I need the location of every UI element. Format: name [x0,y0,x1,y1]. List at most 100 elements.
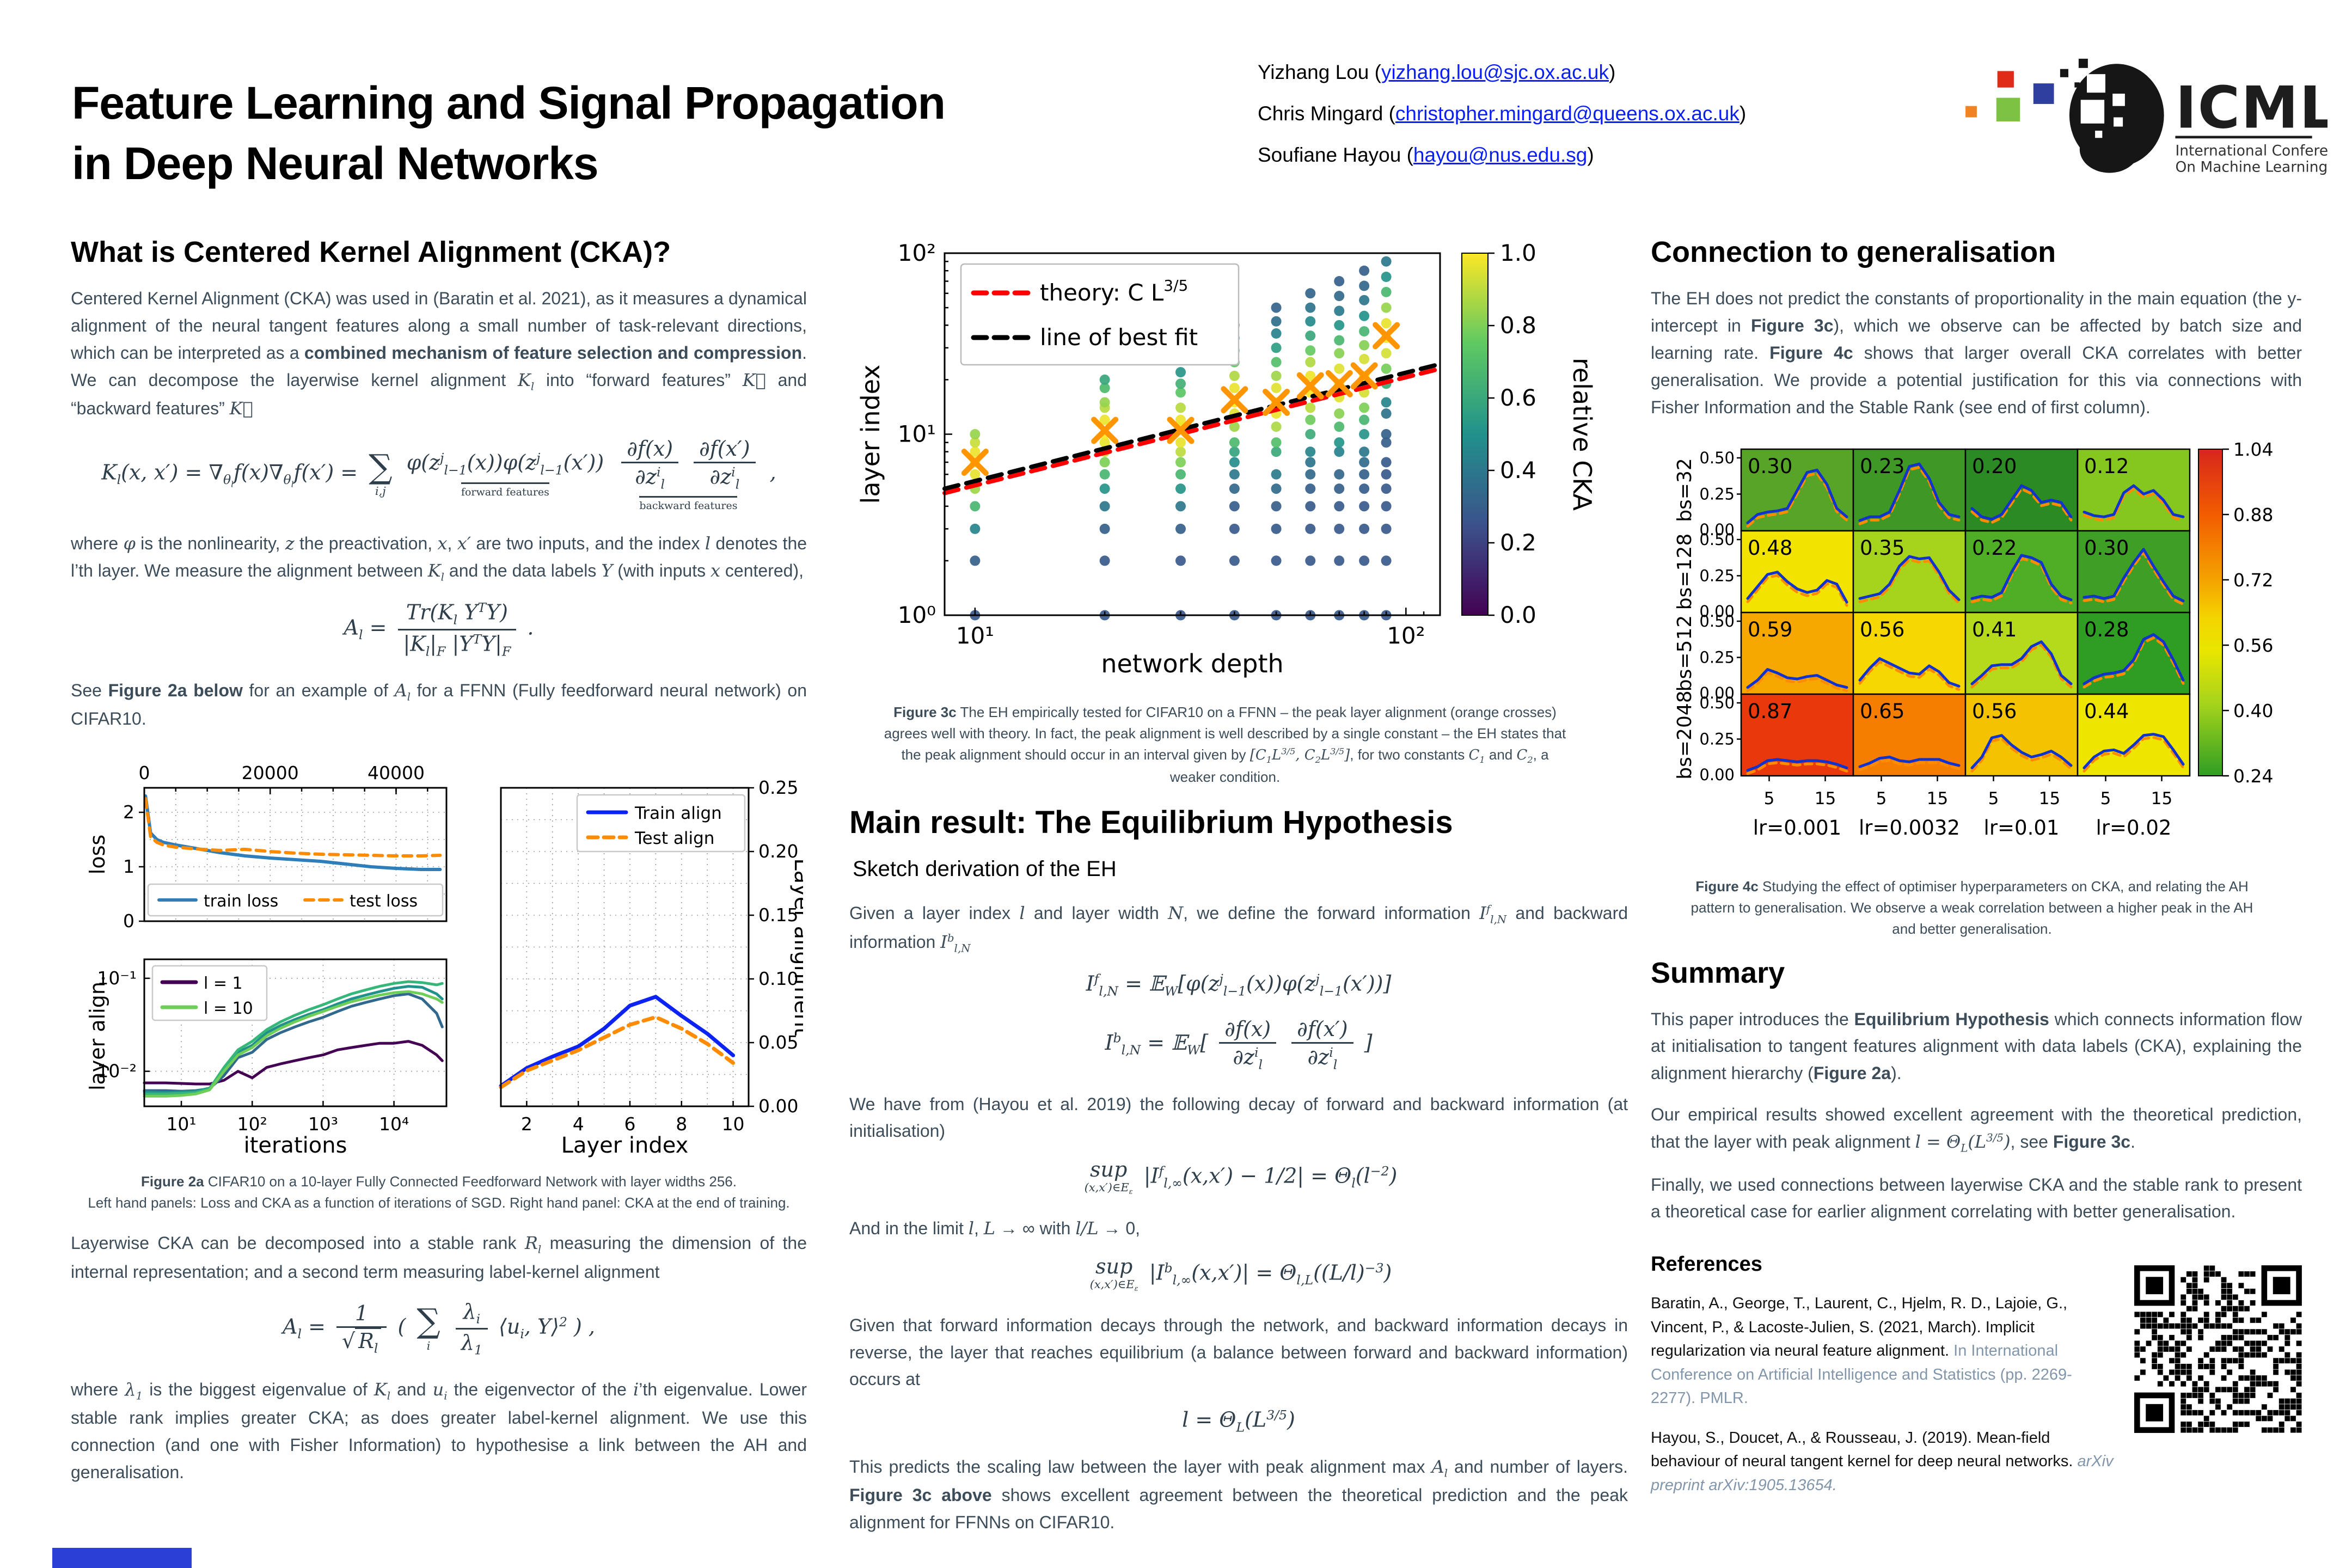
svg-text:Test align: Test align [634,829,714,848]
reference-1-main: Baratin, A., George, T., Laurent, C., Hj… [1651,1295,2068,1360]
author-name: Soufiane Hayou ( [1258,144,1413,166]
author-line: Yizhang Lou (yizhang.lou@sjc.ox.ac.uk) [1258,61,1746,84]
references-heading: References [1651,1253,1762,1276]
svg-text:0.10: 0.10 [758,968,798,989]
svg-text:0.72: 0.72 [2233,569,2273,591]
subheading-sketch-derivation: Sketch derivation of the EH [853,857,1117,881]
svg-text:iterations: iterations [244,1133,347,1158]
svg-text:0.15: 0.15 [758,904,798,926]
reference-2-main: Hayou, S., Doucet, A., & Rousseau, J. (2… [1651,1429,2073,1471]
title-line-1: Feature Learning and Signal Propagation [72,77,946,129]
svg-text:0.56: 0.56 [2233,635,2273,656]
summary-paragraph-2: Our empirical results showed excellent a… [1651,1105,2302,1155]
svg-text:0.05: 0.05 [758,1032,798,1053]
icml-logo: ICML International Conference On Machine… [1965,58,2328,176]
equation-equilibrium-layer: l = ΘL(L3/5) [1182,1407,1295,1435]
svg-text:0.25: 0.25 [1699,648,1735,666]
author-email-link[interactable]: hayou@nus.edu.sg [1413,144,1588,166]
svg-text:0.28: 0.28 [2084,618,2129,641]
section-heading-summary: Summary [1651,956,1785,989]
svg-text:0.65: 0.65 [1860,700,1904,723]
svg-text:0.48: 0.48 [1748,536,1792,560]
column-cka: What is Centered Kernel Alignment (CKA)?… [71,235,814,1500]
svg-text:0.12: 0.12 [2084,455,2129,478]
figure-3c-caption: Figure 3c The EH empirically tested for … [884,704,1566,786]
author-paren: ) [1587,144,1594,166]
reference-2-venue: arXiv preprint arXiv:1905.13654. [1651,1453,2114,1494]
svg-text:lr=0.02: lr=0.02 [2096,816,2172,840]
svg-text:10¹: 10¹ [956,622,994,649]
equation-backward-information: Ibl,N = 𝔼W[ ∂f(x) ∂zil ∂f(x′) ∂zil ] [1105,1017,1373,1073]
figure-2a-caption: Figure 2a CIFAR10 on a 10-layer Fully Co… [88,1173,790,1211]
svg-text:0.30: 0.30 [1748,455,1792,478]
svg-text:8: 8 [676,1113,687,1135]
svg-text:bs=128: bs=128 [1674,533,1696,609]
svg-text:Train align: Train align [634,804,722,823]
summary-paragraph-1: This paper introduces the Equilibrium Hy… [1651,1009,2302,1083]
author-name: Yizhang Lou ( [1258,61,1381,83]
svg-text:0.00: 0.00 [1699,602,1735,621]
icml-logo-pixels [1965,58,2088,122]
svg-text:0.59: 0.59 [1748,618,1792,641]
svg-text:10⁴: 10⁴ [379,1113,409,1135]
svg-text:network depth: network depth [1101,649,1283,678]
svg-text:Layer index: Layer index [561,1133,689,1158]
svg-text:0.56: 0.56 [1860,618,1904,641]
author-paren: ) [1739,102,1747,125]
section-heading-generalisation: Connection to generalisation [1651,236,2056,268]
svg-text:10¹: 10¹ [898,421,936,448]
svg-text:lr=0.001: lr=0.001 [1753,816,1841,840]
svg-text:0.00: 0.00 [1699,684,1735,702]
svg-text:lr=0.01: lr=0.01 [1984,816,2060,840]
cka-paragraph-3: See Figure 2a below for an example of Al… [71,679,807,729]
author-email-link[interactable]: yizhang.lou@sjc.ox.ac.uk [1381,61,1609,83]
references-block: References Baratin, A., George, T., Laur… [1651,1240,2302,1509]
svg-text:5: 5 [1764,789,1775,808]
svg-text:0.2: 0.2 [1500,529,1536,556]
reference-1-venue: In International Conference on Artificia… [1651,1342,2072,1407]
svg-text:0.25: 0.25 [1699,566,1735,585]
icml-underline [2175,136,2312,139]
column-main-result: 10¹ 10² 10⁰ 10¹ 10² network depth layer index t… [849,229,1628,1551]
svg-text:10²: 10² [1387,622,1425,649]
icml-logo-head [2069,64,2164,173]
equation-alignment: Al = Tr(Kl YTY) |Kl|F |YTY|F . [344,600,534,659]
svg-text:0.00: 0.00 [758,1095,798,1117]
svg-text:l = 10: l = 10 [204,999,253,1018]
svg-text:bs=32: bs=32 [1674,458,1696,522]
section-heading-main-result: Main result: The Equilibrium Hypothesis [849,805,1453,841]
svg-text:0.44: 0.44 [2084,700,2129,723]
cka-paragraph-4: Layerwise CKA can be decomposed into a s… [71,1233,807,1282]
figure-4c-caption: Figure 4c Studying the effect of optimis… [1690,878,2253,937]
figure-2a-chart: 0 20000 40000 0 1 2 loss train loss test loss 10¹… [85,762,814,1158]
icml-subtitle-2: On Machine Learning [2175,159,2328,176]
svg-text:0.25: 0.25 [1699,485,1735,503]
svg-text:0.22: 0.22 [1972,536,2017,560]
svg-text:test loss: test loss [350,892,418,911]
svg-text:0.87: 0.87 [1748,700,1792,723]
equation-forward-information: Ifl,N = 𝔼W[φ(zjl−1(x))φ(zjl−1(x′))] [1086,971,1392,999]
svg-text:5: 5 [2100,789,2111,808]
cka-paragraph-1: Centered Kernel Alignment (CKA) was used… [71,289,807,419]
svg-text:0.88: 0.88 [2233,504,2273,525]
svg-text:relative CKA: relative CKA [1567,358,1597,511]
svg-text:6: 6 [624,1113,635,1135]
svg-text:10²: 10² [898,240,936,266]
svg-text:0.50: 0.50 [1699,449,1735,467]
references-text: References Baratin, A., George, T., Laur… [1651,1240,2116,1509]
svg-text:line of best fit: line of best fit [1040,324,1198,351]
eh-paragraph-2: We have from (Hayou et al. 2019) the fol… [849,1094,1628,1141]
svg-text:loss: loss [85,835,109,874]
svg-text:layer index: layer index [856,365,885,504]
svg-text:10³: 10³ [308,1113,338,1135]
author-email-link[interactable]: christopher.mingard@queens.ox.ac.uk [1395,102,1739,125]
svg-text:0.25: 0.25 [1699,730,1735,748]
svg-text:0.25: 0.25 [758,777,798,798]
svg-text:5: 5 [1876,789,1887,808]
svg-text:10: 10 [722,1113,745,1135]
svg-text:2: 2 [521,1113,532,1135]
svg-text:0.23: 0.23 [1860,455,1904,478]
author-list: Yizhang Lou (yizhang.lou@sjc.ox.ac.uk) C… [1258,61,1746,185]
svg-text:40000: 40000 [367,762,425,783]
